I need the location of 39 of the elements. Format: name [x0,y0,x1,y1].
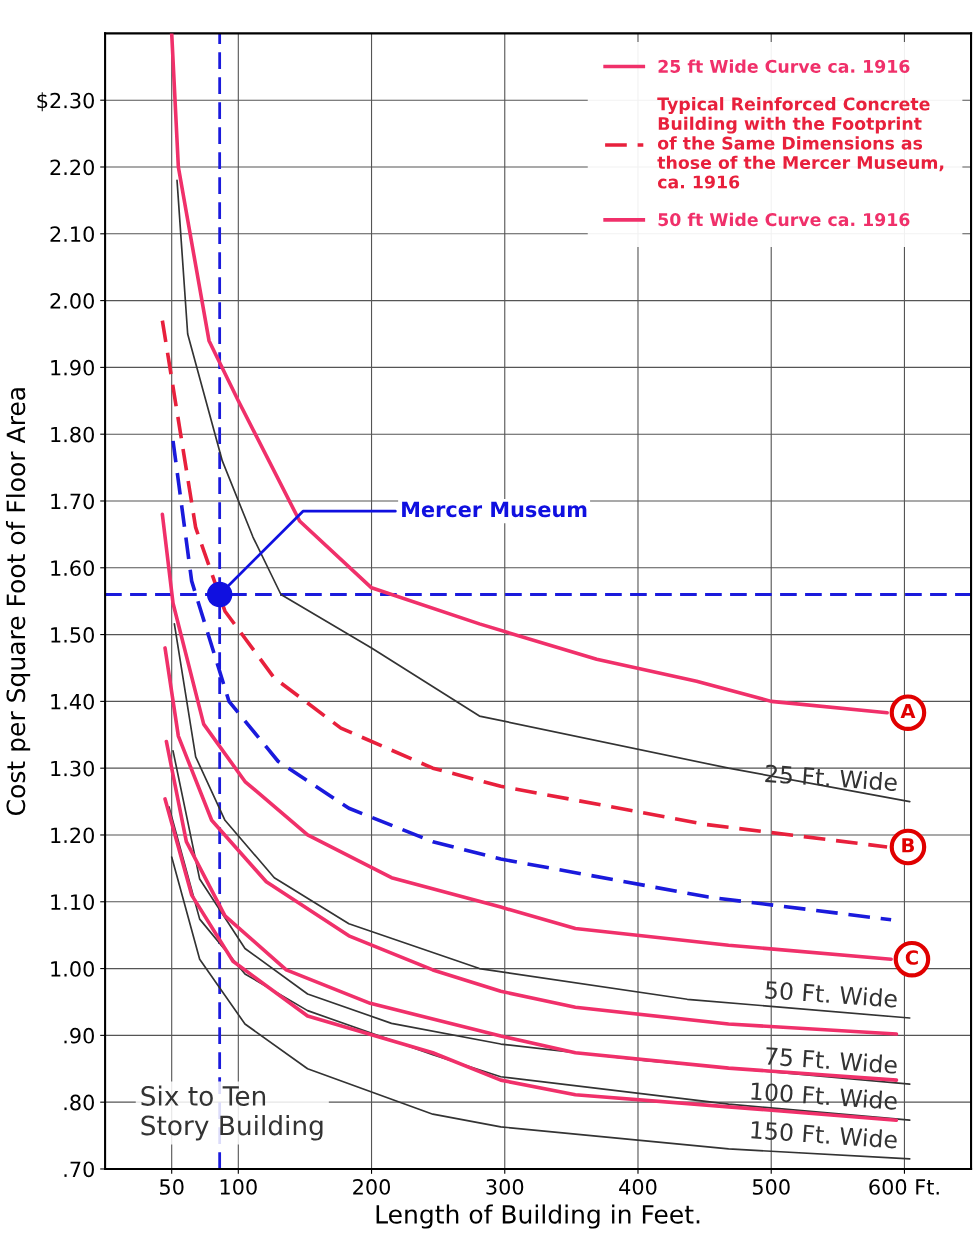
y-tick-label: 1.70 [51,493,94,510]
annotation: C [905,950,918,965]
x-tick-label: 400 [619,1179,657,1195]
series-label: 75 Ft. Wide [765,1046,898,1074]
x-tick-label: 200 [353,1179,391,1195]
annotation: A [900,703,916,719]
x-tick-label: 50 [160,1179,184,1195]
y-tick-label: 2.20 [50,159,94,176]
series-label: 25 Ft. Wide [765,763,898,792]
annotation: Six to Ten Story Building [141,1085,323,1141]
y-axis-title: Cost per Square Foot of Floor Area [5,388,31,816]
y-tick-label: 1.00 [51,961,94,977]
y-tick-label: .90 [64,1027,94,1044]
x-axis-title: Length of Building in Feet. [376,1204,700,1229]
x-tick-label: 300 [486,1179,524,1195]
y-tick-label: 1.80 [51,426,94,443]
y-tick-label: 1.40 [51,693,94,710]
y-tick-label: 1.10 [51,894,94,910]
y-tick-label: 2.00 [50,293,94,309]
legend-label: 25 ft Wide Curve ca. 1916 [658,59,910,73]
y-tick-label: 1.30 [51,760,94,777]
y-tick-label: .70 [64,1161,94,1178]
y-tick-label: 1.50 [51,627,94,643]
series-label: 100 Ft. Wide [751,1081,898,1110]
x-tick-label: 100 [220,1179,257,1195]
legend-label: 50 ft Wide Curve ca. 1916 [658,212,910,227]
series-label: 150 Ft. Wide [751,1120,898,1149]
series-label: 50 Ft. Wide [765,980,898,1008]
x-tick-label: 500 [752,1179,790,1195]
y-tick-label: 1.60 [51,560,94,576]
x-tick-label: 600 Ft. [869,1179,939,1195]
y-tick-label: 2.10 [50,226,94,242]
y-tick-label: 1.20 [51,827,94,844]
y-tick-label: .80 [64,1094,94,1111]
y-tick-label: 1.90 [51,359,94,376]
annotation: B [902,838,914,853]
y-tick-label: $2.30 [37,92,94,112]
legend-label: Typical Reinforced Concrete Building with the Footprint of the Same Dimensions as those of the Mercer Museum, ca. 1916 [657,97,944,189]
annotation: Mercer Museum [402,501,587,518]
